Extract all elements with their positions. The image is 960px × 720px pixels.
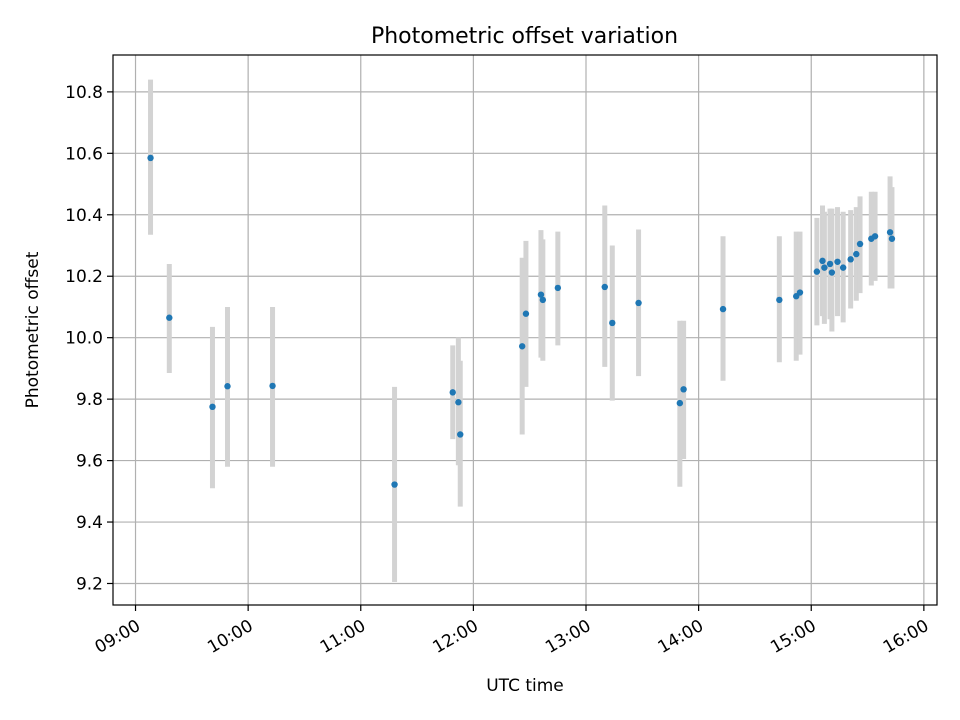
- x-tick-label: 13:00: [542, 616, 594, 658]
- x-tick-label: 12:00: [429, 616, 481, 658]
- x-axis: 09:00 10:00 11:00 12:00 13:00 14:00 15:00 16:00: [92, 605, 932, 658]
- y-axis: 9.2 9.4 9.6 9.8 10.0 10.2 10.4 10.6 10.8: [65, 83, 113, 594]
- data-point: [680, 386, 687, 393]
- data-point: [537, 291, 545, 298]
- y-tick-label: 10.6: [65, 144, 103, 164]
- data-point: [834, 258, 841, 265]
- data-point: [609, 319, 616, 327]
- data-point: [856, 240, 864, 248]
- x-tick-label: 15:00: [767, 616, 819, 658]
- chart-title: Photometric offset variation: [371, 24, 678, 49]
- x-tick-label: 11:00: [317, 616, 369, 658]
- data-point: [166, 314, 173, 321]
- data-point: [828, 269, 836, 276]
- y-tick-label: 10.4: [65, 206, 103, 226]
- x-tick-label: 10:00: [204, 616, 256, 658]
- data-point: [147, 154, 154, 162]
- data-point: [209, 403, 216, 411]
- x-axis-label: UTC time: [486, 676, 564, 696]
- data-points: [147, 154, 896, 488]
- data-point: [457, 431, 464, 438]
- data-point: [522, 310, 530, 317]
- data-point: [853, 250, 860, 258]
- data-point: [796, 289, 804, 296]
- y-tick-label: 9.4: [76, 513, 103, 533]
- x-tick-label: 09:00: [92, 616, 144, 658]
- x-tick-label: 16:00: [880, 616, 932, 658]
- data-point: [719, 305, 727, 313]
- data-point: [676, 399, 684, 407]
- data-point: [554, 284, 562, 292]
- y-tick-label: 10.0: [65, 329, 103, 349]
- y-axis-label: Photometric offset: [23, 251, 43, 408]
- y-tick-label: 9.6: [76, 452, 103, 472]
- data-point: [539, 296, 547, 304]
- y-tick-label: 10.2: [65, 267, 103, 287]
- data-point: [776, 296, 783, 304]
- y-tick-label: 9.2: [76, 574, 103, 594]
- data-point: [839, 264, 847, 271]
- data-point: [819, 257, 826, 265]
- data-point: [635, 299, 642, 307]
- data-point: [224, 383, 231, 390]
- data-point: [269, 382, 276, 390]
- data-point: [886, 229, 894, 236]
- y-tick-label: 10.8: [65, 83, 103, 103]
- x-tick-label: 14:00: [655, 616, 707, 658]
- data-point: [455, 399, 462, 406]
- y-tick-label: 9.8: [76, 390, 103, 410]
- error-bars: [148, 79, 895, 582]
- data-point: [601, 283, 608, 291]
- data-point: [826, 260, 834, 268]
- data-point: [391, 481, 398, 488]
- data-point: [449, 389, 456, 396]
- data-point: [813, 268, 821, 275]
- plot-frame: [112, 54, 938, 606]
- data-point: [888, 235, 896, 242]
- data-point: [518, 343, 526, 350]
- data-point: [847, 256, 854, 263]
- data-point: [871, 233, 879, 240]
- data-point: [821, 264, 828, 271]
